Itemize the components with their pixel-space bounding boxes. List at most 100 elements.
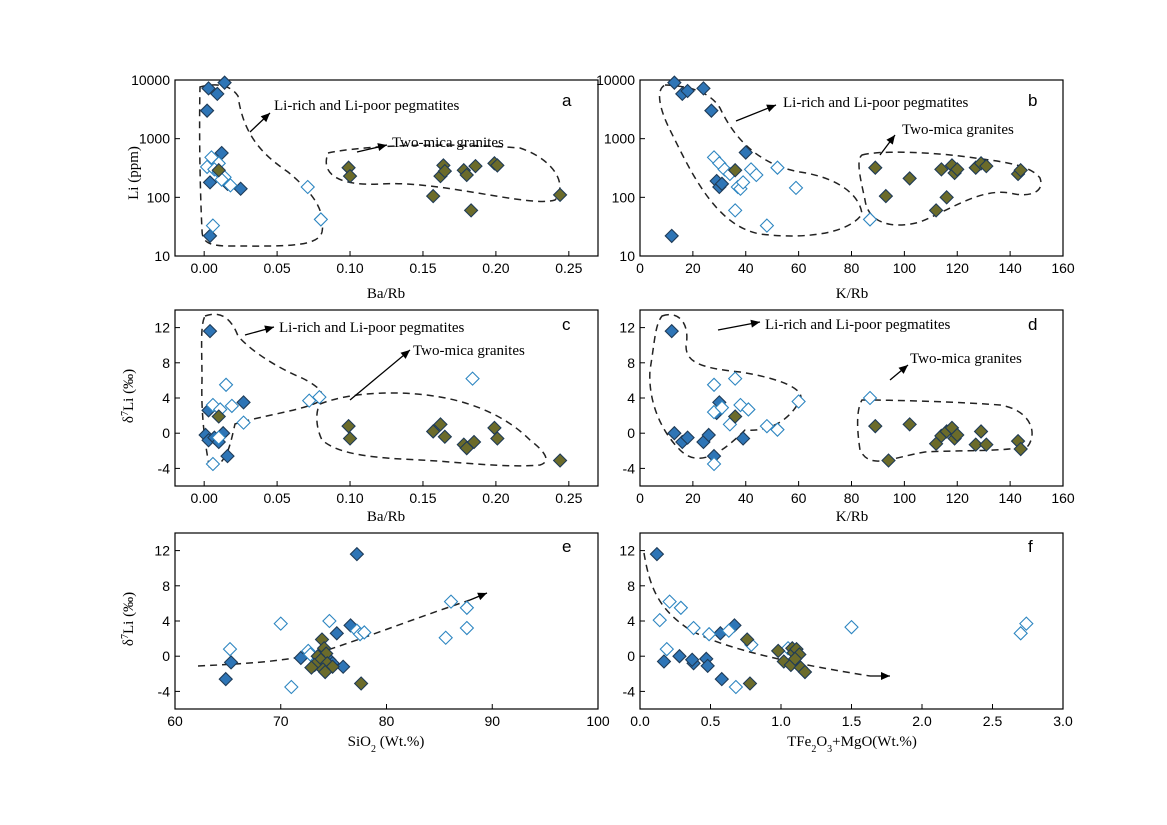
pegmatite-open-point (204, 150, 219, 165)
annotation-pegmatites-b: Li-rich and Li-poor pegmatites (783, 95, 969, 111)
x-tick-label: 60 (791, 490, 807, 506)
y-axis-label-c-delta: δ (121, 416, 137, 423)
granite-point (490, 431, 505, 446)
pegmatite-open-point (844, 619, 859, 635)
x-tick-label: 80 (379, 713, 395, 729)
x-tick-label: 140 (998, 490, 1022, 506)
pegmatite-open-point (727, 371, 743, 386)
y-tick-label: 4 (627, 390, 635, 406)
granite-point (552, 187, 568, 203)
x-axis-label-e-sub: 2 (371, 744, 376, 755)
granite-field-outline (856, 399, 1033, 462)
pegmatite-open-point (459, 620, 475, 636)
granite-point (949, 162, 965, 177)
pegmatite-open-point (706, 456, 722, 472)
x-tick-label: 0.10 (336, 490, 363, 506)
panel-b: 0 20 40 60 80 100 120 140 160 10 100 1000 10000 (596, 72, 1075, 276)
x-tick-label: 40 (738, 260, 754, 276)
granite-point (868, 418, 883, 434)
granite-point (342, 168, 358, 184)
pegmatite-filled-point (704, 103, 719, 118)
pegmatite-filled-point (667, 75, 682, 90)
x-axis-label-e-tail: (Wt.%) (376, 734, 424, 750)
arrow-granites-head (400, 350, 410, 359)
pegmatite-filled-point (714, 671, 730, 687)
y-tick-label: 0 (627, 648, 635, 664)
granite-point (727, 409, 743, 424)
pegmatite-open-point (236, 415, 251, 430)
granite-point (211, 162, 227, 178)
pegmatite-open-point (1019, 616, 1034, 631)
x-axis-label-c: Ba/Rb (367, 509, 405, 525)
trend-line (197, 599, 471, 667)
pegmatite-filled-point (667, 425, 682, 441)
granite-point (968, 437, 984, 452)
granite-point (425, 188, 441, 204)
arrow-granites-head (886, 135, 895, 145)
annotation-granites-b: Two-mica granites (902, 122, 1014, 138)
pegmatite-open-point (313, 212, 329, 227)
annotation-pegmatites-d: Li-rich and Li-poor pegmatites (765, 317, 951, 333)
x-axis-label-e: SiO2 (Wt.%) (348, 734, 425, 755)
granite-point (770, 643, 786, 659)
x-axis-label-f-sub: 2 (811, 744, 816, 755)
x-tick-label: 60 (791, 260, 807, 276)
arrow-granites-head (898, 365, 908, 374)
x-tick-label: 1.5 (842, 713, 862, 729)
x-tick-label: 20 (685, 260, 701, 276)
pegmatite-open-point (733, 397, 748, 413)
x-tick-label: 0.00 (191, 490, 218, 506)
pegmatite-open-point (218, 377, 234, 393)
x-tick-label: 2.0 (912, 713, 932, 729)
granite-point (902, 417, 917, 432)
pegmatite-open-point (652, 612, 668, 628)
granite-point (739, 632, 755, 647)
granite-point (304, 660, 319, 675)
granite-point (466, 434, 482, 450)
y-tick-label: 8 (162, 578, 170, 594)
granite-point (878, 188, 894, 204)
pegmatite-filled-point (201, 81, 216, 96)
pegmatite-open-point (284, 679, 299, 695)
y-tick-label: 4 (627, 613, 635, 629)
x-tick-label: 70 (273, 713, 289, 729)
pegmatite-open-point (659, 641, 675, 657)
y-tick-label: 100 (147, 189, 171, 205)
y-tick-label: 12 (154, 543, 170, 559)
granite-point (1013, 441, 1028, 457)
pegmatite-filled-point (217, 75, 232, 90)
pegmatite-field-outline (649, 313, 802, 460)
panel-label-f: f (1028, 537, 1033, 556)
granite-point (211, 409, 227, 424)
granite-field-outline (858, 151, 1042, 226)
pegmatite-open-point (686, 620, 701, 636)
y-axis-label-e-tail: Li (‰) (121, 592, 137, 634)
annotation-pegmatites-c: Li-rich and Li-poor pegmatites (279, 320, 465, 336)
pegmatite-filled-point (714, 176, 730, 192)
annotation-granites-c: Two-mica granites (413, 343, 525, 359)
x-tick-label: 0.10 (336, 260, 363, 276)
x-axis-label-f: TFe2O3+MgO(Wt.%) (787, 734, 917, 755)
arrow-pegmatites-head (260, 113, 270, 123)
granite-point (742, 676, 758, 691)
pegmatite-filled-point (236, 395, 251, 410)
x-tick-label: 40 (738, 490, 754, 506)
y-tick-label: 8 (627, 355, 635, 371)
granite-point (934, 162, 949, 177)
y-tick-label: 0 (162, 648, 170, 664)
trend-arrow-head (477, 592, 487, 601)
pegmatite-filled-point (664, 323, 680, 339)
granite-point (317, 664, 333, 680)
x-tick-label: 120 (946, 260, 970, 276)
pegmatite-open-point (300, 179, 316, 195)
pegmatite-open-point (662, 594, 677, 609)
y-tick-label: -4 (158, 683, 171, 699)
granite-point (1013, 162, 1028, 178)
x-tick-label: 0.05 (263, 260, 290, 276)
granite-point (341, 418, 356, 434)
y-axis-label-e: δ7Li (‰) (120, 592, 138, 646)
y-tick-label: 4 (162, 613, 170, 629)
pegmatite-open-point (322, 613, 337, 629)
